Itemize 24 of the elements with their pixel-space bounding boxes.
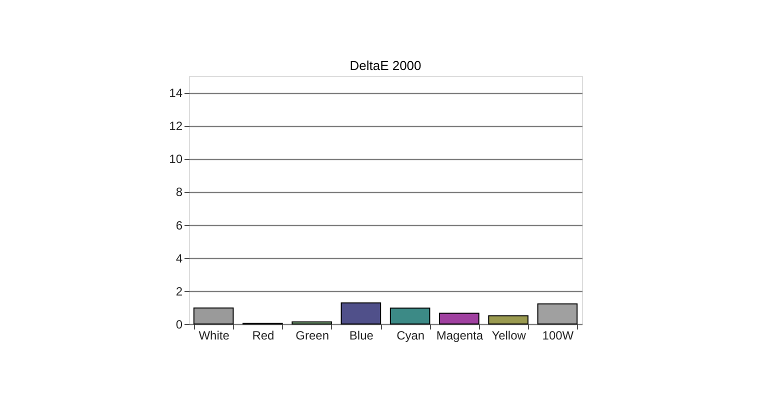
bar [340, 302, 382, 324]
x-tick-label: 100W [542, 328, 574, 342]
y-tick-label: 12 [169, 119, 183, 134]
bar [193, 307, 234, 324]
bar [488, 315, 528, 324]
bar [292, 321, 332, 324]
x-tick-label: Blue [349, 328, 374, 342]
y-tick-label: 2 [176, 284, 183, 298]
x-tick-label: Magenta [436, 328, 484, 342]
y-tick-label: 0 [176, 318, 183, 332]
chart-title: DeltaE 2000 [350, 58, 422, 73]
y-tick-label: 8 [176, 185, 183, 200]
y-tick-label: 6 [176, 218, 183, 232]
bar [439, 312, 480, 324]
x-tick-label: Red [252, 328, 274, 342]
x-tick-label: Green [296, 328, 329, 342]
bar [390, 308, 430, 324]
y-tick-label: 4 [176, 251, 183, 266]
x-tick-label: White [198, 328, 230, 342]
x-tick-label: Yellow [492, 328, 526, 342]
y-tick-label: 14 [169, 86, 183, 100]
y-tick-label: 10 [169, 152, 183, 166]
bar [537, 303, 578, 324]
x-tick-label: Cyan [396, 328, 425, 342]
